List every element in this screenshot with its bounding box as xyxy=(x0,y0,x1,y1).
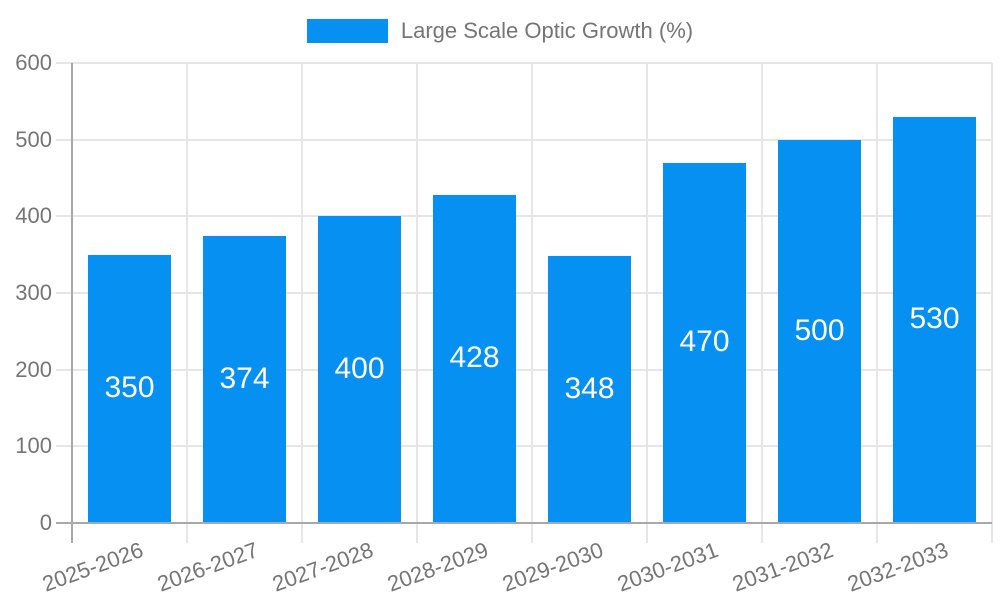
y-gridline xyxy=(56,215,992,218)
bar-value-label: 470 xyxy=(679,325,730,359)
y-axis-tick-label: 400 xyxy=(15,203,52,229)
bar-value-label: 374 xyxy=(219,362,270,396)
bar-value-label: 348 xyxy=(564,372,615,406)
x-gridline xyxy=(186,63,188,543)
legend-swatch xyxy=(306,19,388,43)
y-gridline xyxy=(56,445,992,448)
bar[interactable]: 348 xyxy=(548,256,631,522)
x-axis-tick-label: 2028-2029 xyxy=(384,537,492,597)
bar[interactable]: 350 xyxy=(88,254,171,522)
y-axis-tick-label: 300 xyxy=(15,280,52,305)
y-gridline xyxy=(56,62,992,64)
x-gridline xyxy=(531,63,533,543)
x-axis-tick-label: 2026-2027 xyxy=(154,537,262,597)
y-axis-tick-label: 0 xyxy=(39,510,52,535)
bar[interactable]: 500 xyxy=(778,139,861,522)
x-axis-tick-label: 2027-2028 xyxy=(269,537,377,597)
bar-value-label: 400 xyxy=(334,352,385,386)
y-axis-tick-label: 600 xyxy=(15,50,52,75)
x-axis-tick-label: 2032-2033 xyxy=(844,537,952,597)
bar-value-label: 350 xyxy=(104,371,155,405)
legend-item[interactable]: Large Scale Optic Growth (%) xyxy=(0,19,1000,43)
bar-value-label: 428 xyxy=(449,341,500,375)
x-gridline xyxy=(646,63,648,543)
bar[interactable]: 374 xyxy=(203,236,286,522)
x-gridline xyxy=(416,63,418,543)
bar[interactable]: 530 xyxy=(893,116,976,522)
y-axis-tick-label: 500 xyxy=(15,126,52,152)
x-gridline xyxy=(761,63,763,543)
bar-value-label: 530 xyxy=(909,302,960,336)
bar[interactable]: 470 xyxy=(663,162,746,522)
bar-value-label: 500 xyxy=(794,313,845,347)
x-axis-tick-label: 2029-2030 xyxy=(499,537,607,597)
y-gridline xyxy=(56,292,992,294)
y-axis-tick-label: 200 xyxy=(15,356,52,382)
y-axis-line xyxy=(71,63,73,543)
bar[interactable]: 400 xyxy=(318,216,401,522)
legend-label: Large Scale Optic Growth (%) xyxy=(400,18,694,43)
y-gridline xyxy=(56,138,992,141)
y-axis-tick-label: 100 xyxy=(15,433,52,459)
x-axis-line xyxy=(56,522,992,524)
x-axis-tick-label: 2025-2026 xyxy=(39,537,147,597)
x-axis-tick-label: 2031-2032 xyxy=(729,537,837,597)
x-gridline xyxy=(876,63,878,543)
x-gridline xyxy=(301,63,303,543)
x-gridline xyxy=(991,63,993,543)
bar[interactable]: 428 xyxy=(433,194,516,522)
x-axis-tick-label: 2030-2031 xyxy=(614,537,722,597)
y-gridline xyxy=(56,368,992,371)
